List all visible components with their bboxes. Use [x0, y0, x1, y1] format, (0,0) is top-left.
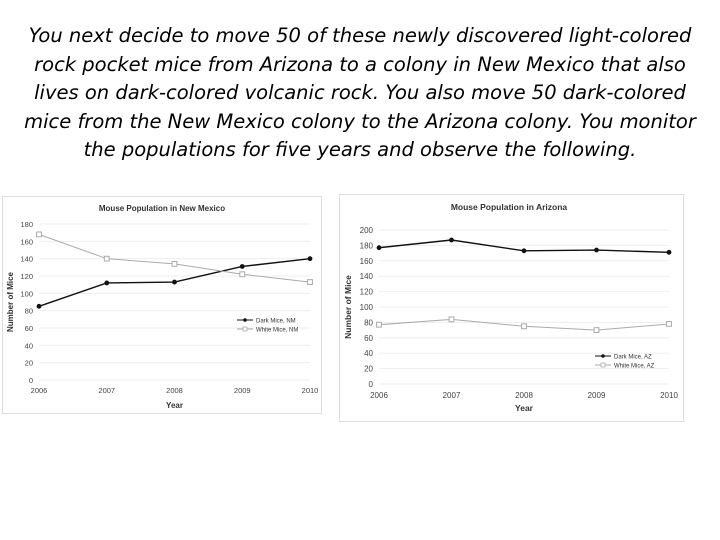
caption-line: lives on dark-colored volcanic rock. You… — [34, 81, 686, 104]
nm-y-axis-label: Number of Mice — [6, 271, 15, 332]
nm-title: Mouse Population in New Mexico — [99, 204, 225, 213]
nm-y-tick-label: 40 — [25, 341, 33, 350]
az-point-white — [666, 321, 672, 327]
nm-y-tick-label: 140 — [20, 255, 33, 264]
nm-point-dark — [104, 280, 110, 286]
nm-x-tick-label: 2009 — [234, 386, 251, 395]
az-point-white — [593, 327, 600, 333]
az-point-dark — [521, 248, 527, 254]
az-point-dark — [594, 247, 599, 253]
nm-point-dark — [172, 279, 177, 285]
nm-y-tick-label: 60 — [25, 324, 33, 333]
az-point-white — [376, 321, 382, 328]
az-x-tick-label: 2006 — [370, 391, 388, 400]
az-legend-marker-dark — [601, 354, 605, 358]
az-point-white — [521, 323, 527, 330]
nm-x-axis-label: Year — [166, 401, 183, 410]
nm-frame — [2, 196, 322, 414]
nm-y-tick-label: 100 — [20, 289, 33, 298]
nm-y-tick-label: 20 — [25, 359, 33, 368]
nm-point-dark — [307, 256, 313, 262]
az-y-tick-label: 160 — [360, 257, 374, 266]
az-y-tick-label: 20 — [364, 365, 373, 374]
az-point-dark — [449, 237, 454, 243]
caption-line: mice from the New Mexico colony to the A… — [24, 109, 696, 133]
nm-x-tick-label: 2008 — [166, 386, 183, 395]
chart-new-mexico: 0 20 40 60 80 100 120 140 160 180 2006 2007 2008 2009… — [2, 196, 322, 414]
az-point-dark — [376, 245, 382, 251]
az-y-axis-label: Number of Mice — [343, 275, 353, 339]
az-frame — [339, 194, 684, 422]
nm-y-tick-label: 120 — [20, 272, 33, 281]
nm-x-tick-label: 2007 — [98, 386, 115, 395]
nm-x-tick-label: 2006 — [31, 386, 48, 395]
chart-arizona-svg: 0 20 40 60 80 100 120 140 160 180 200 2006 2007 2008 2… — [339, 194, 684, 422]
az-x-tick-label: 2008 — [515, 391, 533, 400]
nm-point-white — [171, 260, 178, 267]
chart-arizona: 0 20 40 60 80 100 120 140 160 180 200 2006 2007 2008 2… — [339, 194, 684, 422]
nm-legend-label: Dark Mice, NM — [256, 319, 296, 325]
az-legend-label: Dark Mice, AZ — [614, 355, 652, 361]
az-point-dark — [666, 249, 672, 255]
az-legend-label: White Mice, AZ — [614, 364, 655, 370]
nm-point-dark — [36, 303, 42, 309]
az-title: Mouse Population in Arizona — [451, 202, 568, 212]
nm-y-tick-label: 160 — [20, 237, 33, 246]
nm-legend-label: White Mice, NM — [256, 328, 298, 334]
nm-x-tick-label: 2010 — [302, 386, 319, 395]
nm-y-tick-label: 180 — [20, 220, 33, 229]
az-y-tick-label: 0 — [369, 380, 374, 389]
az-y-tick-label: 200 — [360, 226, 374, 235]
caption-line: the populations for five years and obser… — [83, 138, 637, 161]
az-x-axis-label: Year — [515, 403, 534, 413]
az-legend-marker-white — [600, 362, 606, 368]
caption-line: rock pocket mice from Arizona to a colon… — [34, 52, 686, 76]
chart-new-mexico-svg: 0 20 40 60 80 100 120 140 160 180 2006 2007 2008 2009… — [2, 196, 322, 414]
az-y-tick-label: 60 — [364, 334, 373, 343]
az-y-tick-label: 40 — [364, 349, 373, 358]
az-y-tick-label: 80 — [364, 318, 373, 327]
az-point-white — [448, 316, 455, 323]
az-y-tick-label: 140 — [360, 272, 374, 281]
az-x-tick-label: 2010 — [660, 391, 678, 400]
nm-legend-marker-dark — [243, 318, 247, 322]
az-y-tick-label: 120 — [360, 288, 374, 297]
nm-point-white — [103, 255, 110, 262]
caption-line: You next decide to move 50 of these newl… — [28, 24, 692, 47]
az-y-tick-label: 100 — [360, 303, 374, 312]
nm-point-white — [36, 231, 42, 238]
az-y-tick-label: 180 — [360, 241, 374, 250]
nm-y-tick-label: 80 — [25, 307, 33, 316]
nm-point-dark — [239, 264, 245, 269]
caption-text: You next decide to move 50 of these newl… — [0, 22, 720, 165]
nm-point-white — [307, 279, 313, 285]
nm-legend-marker-white — [242, 326, 248, 332]
az-x-tick-label: 2009 — [588, 391, 606, 400]
az-x-tick-label: 2007 — [443, 391, 461, 400]
nm-y-tick-label: 0 — [29, 376, 33, 385]
nm-point-white — [239, 271, 246, 278]
